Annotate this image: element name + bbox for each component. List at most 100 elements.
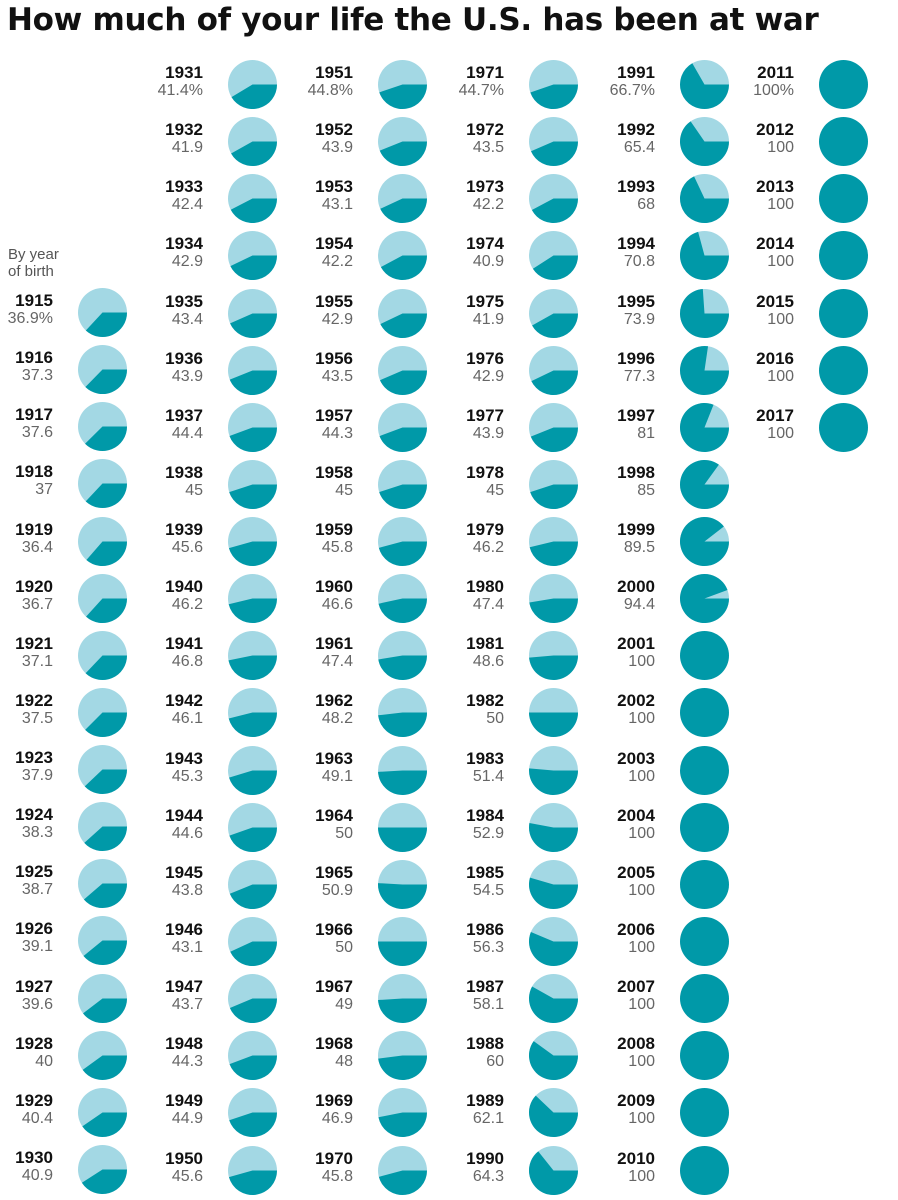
percent-label: 38.3 xyxy=(21,824,53,842)
year-label: 1999 xyxy=(617,520,655,539)
pie-chart-1927 xyxy=(78,973,127,1023)
pie-item-1956: 1956 43.5 xyxy=(296,344,428,396)
percent-label: 37.1 xyxy=(21,652,53,670)
pie-item-1953: 1953 43.1 xyxy=(296,172,428,224)
pie-item-2004: 2004 100 xyxy=(598,801,730,853)
pie-chart-1934 xyxy=(228,231,277,281)
pie-item-1933: 1933 42.4 xyxy=(146,172,278,224)
pie-slice-war xyxy=(378,655,427,681)
percent-label: 100 xyxy=(628,996,655,1014)
pie-slice-war xyxy=(231,84,277,109)
percent-label: 60 xyxy=(486,1053,504,1071)
pie-slice-war xyxy=(680,631,729,681)
percent-label: 50 xyxy=(486,710,504,728)
pie-chart-1996 xyxy=(680,345,729,395)
pie-chart-1926 xyxy=(78,916,127,966)
percent-label: 47.4 xyxy=(472,596,504,614)
percent-label: 48.2 xyxy=(321,710,353,728)
pie-item-2003: 2003 100 xyxy=(598,744,730,796)
pie-slice-war xyxy=(529,877,578,909)
pie-slice-war xyxy=(378,1112,427,1138)
pie-item-1996: 1996 77.3 xyxy=(598,344,730,396)
percent-label: 42.9 xyxy=(321,310,353,328)
percent-label: 42.9 xyxy=(171,253,203,271)
pie-item-1977: 1977 43.9 xyxy=(447,401,579,453)
year-label: 1973 xyxy=(466,177,504,197)
year-label: 1980 xyxy=(466,577,504,597)
percent-label: 58.1 xyxy=(472,996,504,1014)
percent-label: 50.9 xyxy=(321,881,353,899)
pie-item-1944: 1944 44.6 xyxy=(146,801,278,853)
percent-label: 39.1 xyxy=(21,938,53,956)
pie-chart-1980 xyxy=(529,574,578,624)
year-label: 1985 xyxy=(466,862,504,882)
year-label: 1978 xyxy=(466,462,504,482)
year-label: 1919 xyxy=(15,519,53,539)
pie-chart-1968 xyxy=(378,1031,427,1081)
percent-label: 68 xyxy=(637,196,655,214)
pie-slice-war xyxy=(85,312,127,338)
pie-slice-war xyxy=(532,313,578,338)
percent-label: 41.4% xyxy=(157,82,203,99)
pie-chart-1928 xyxy=(78,1030,127,1080)
pie-chart-2002 xyxy=(680,688,729,738)
pie-item-1915: 1915 36.9% xyxy=(0,286,128,338)
pie-item-1952: 1952 43.9 xyxy=(296,115,428,167)
year-label: 1954 xyxy=(315,234,353,254)
year-label: 1982 xyxy=(466,691,504,711)
year-label: 2011 xyxy=(757,63,794,82)
pie-slice-war xyxy=(680,859,729,909)
percent-label: 45 xyxy=(185,481,203,499)
pie-slice-war xyxy=(378,998,427,1024)
pie-item-1923: 1923 37.9 xyxy=(0,743,128,795)
pie-item-1950: 1950 45.6 xyxy=(146,1144,278,1196)
pie-slice-war xyxy=(378,1055,427,1081)
pie-chart-1961 xyxy=(378,631,427,681)
year-label: 1915 xyxy=(15,291,53,310)
year-label: 2000 xyxy=(617,577,655,597)
pie-slice-war xyxy=(379,84,427,110)
pie-chart-1985 xyxy=(529,859,578,909)
pie-slice-war xyxy=(228,655,277,681)
year-label: 1990 xyxy=(466,1148,504,1168)
percent-label: 42.2 xyxy=(472,196,504,214)
pie-chart-2005 xyxy=(680,859,729,909)
year-label: 1935 xyxy=(165,291,203,311)
percent-label: 85 xyxy=(637,481,655,499)
pie-chart-1933 xyxy=(228,174,277,224)
percent-label: 52.9 xyxy=(472,824,504,842)
pie-slice-war xyxy=(229,484,277,509)
pie-chart-2004 xyxy=(680,802,729,852)
year-label: 1974 xyxy=(466,234,504,254)
pie-item-1919: 1919 36.4 xyxy=(0,515,128,567)
pie-chart-1998 xyxy=(680,459,729,509)
pie-slice-war xyxy=(85,483,127,509)
year-label: 1964 xyxy=(315,805,353,825)
year-label: 1992 xyxy=(617,120,655,140)
percent-label: 48.6 xyxy=(472,653,504,671)
percent-label: 100 xyxy=(767,367,794,385)
year-label: 1932 xyxy=(165,120,203,140)
percent-label: 43.4 xyxy=(171,310,203,328)
year-label: 1931 xyxy=(165,63,203,82)
pie-slice-war xyxy=(529,986,578,1024)
pie-chart-1945 xyxy=(228,859,277,909)
pie-item-1940: 1940 46.2 xyxy=(146,572,278,624)
pie-item-1982: 1982 50 xyxy=(447,686,579,738)
year-label: 1981 xyxy=(466,634,504,654)
pie-chart-1970 xyxy=(378,1145,427,1195)
pie-chart-1955 xyxy=(378,288,427,338)
year-label: 2008 xyxy=(617,1034,655,1054)
pie-item-1945: 1945 43.8 xyxy=(146,858,278,910)
year-label: 1960 xyxy=(315,577,353,597)
pie-item-1931: 1931 41.4% xyxy=(146,58,278,110)
percent-label: 77.3 xyxy=(623,367,655,385)
year-label: 1946 xyxy=(165,920,203,939)
pie-chart-1921 xyxy=(78,630,127,680)
percent-label: 100 xyxy=(767,424,794,442)
percent-label: 43.7 xyxy=(171,996,203,1014)
pie-item-1975: 1975 41.9 xyxy=(447,287,579,339)
year-label: 1949 xyxy=(165,1091,203,1111)
pie-chart-1935 xyxy=(228,288,277,338)
pie-slice-war xyxy=(680,974,729,1024)
